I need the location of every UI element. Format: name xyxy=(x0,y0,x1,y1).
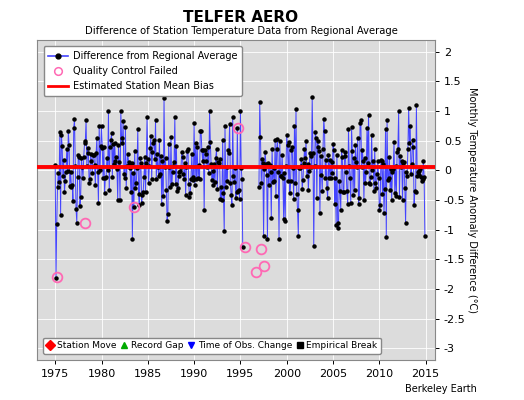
Text: TELFER AERO: TELFER AERO xyxy=(183,10,299,25)
Legend: Station Move, Record Gap, Time of Obs. Change, Empirical Break: Station Move, Record Gap, Time of Obs. C… xyxy=(43,338,381,354)
Text: Difference of Station Temperature Data from Regional Average: Difference of Station Temperature Data f… xyxy=(84,26,398,36)
Text: Berkeley Earth: Berkeley Earth xyxy=(405,384,477,394)
Y-axis label: Monthly Temperature Anomaly Difference (°C): Monthly Temperature Anomaly Difference (… xyxy=(467,87,477,313)
